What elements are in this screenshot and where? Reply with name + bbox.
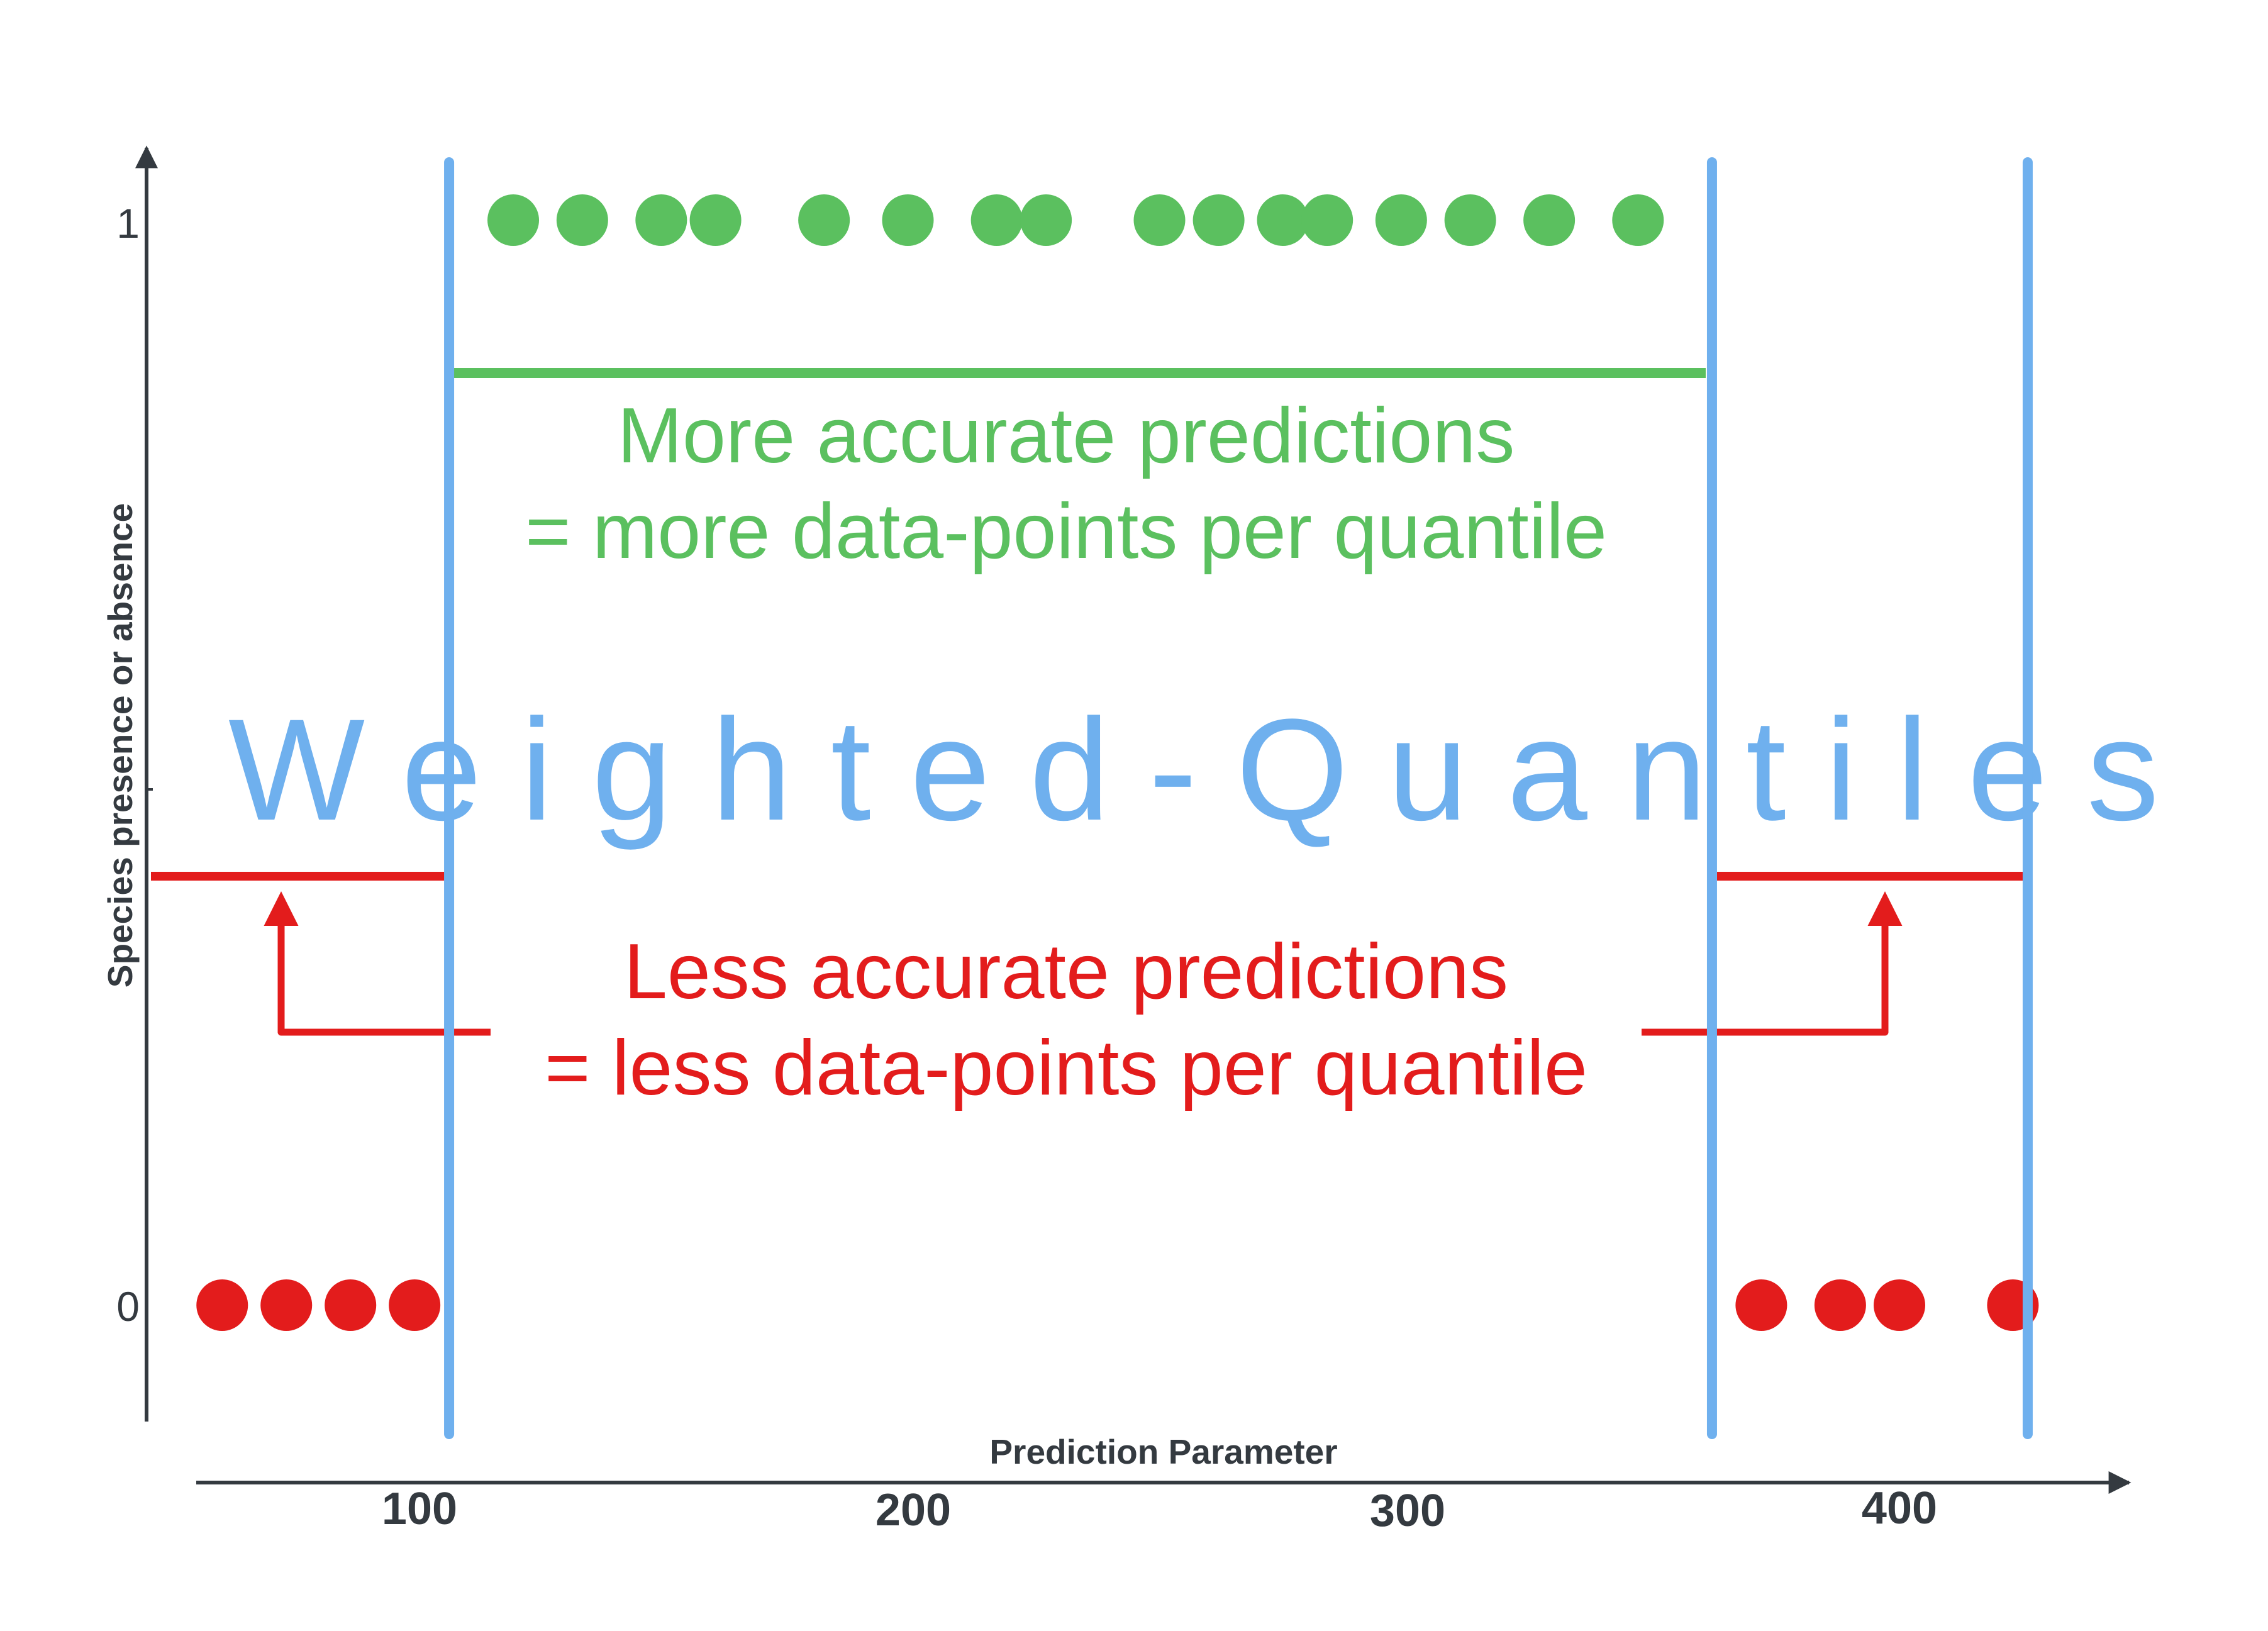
presence-point-5 (882, 194, 934, 246)
y-axis-title: Species presence or absence (101, 503, 140, 988)
absence-point-5 (1814, 1279, 1866, 1331)
presence-point-15 (1612, 194, 1664, 246)
presence-point-11 (1301, 194, 1354, 246)
x-axis-title: Prediction Parameter (989, 1432, 1337, 1471)
right-connector-arrow (1642, 891, 1903, 1036)
presence-point-13 (1444, 194, 1496, 246)
accurate-caption-line1: More accurate predictions (618, 392, 1515, 479)
presence-point-6 (970, 194, 1023, 246)
absence-point-3 (389, 1279, 441, 1331)
presence-point-10 (1257, 194, 1309, 246)
x-tick-label-200: 200 (876, 1485, 951, 1535)
left-connector-arrow (264, 891, 491, 1036)
absence-point-0 (196, 1279, 248, 1331)
y-tick-label-1: 1 (116, 200, 140, 247)
absence-point-6 (1874, 1279, 1925, 1331)
inaccurate-caption-line1: Less accurate predictions (624, 928, 1508, 1015)
presence-point-1 (556, 194, 608, 246)
presence-point-9 (1192, 194, 1245, 246)
absence-point-2 (325, 1279, 377, 1331)
presence-point-0 (487, 194, 540, 246)
presence-point-2 (635, 194, 687, 246)
quantile-boundaries (444, 157, 2033, 1439)
diagram-title: Weighted-Quantiles (228, 689, 2198, 850)
presence-point-4 (798, 194, 850, 246)
presence-point-3 (689, 194, 742, 246)
inaccurate-caption-line2: = less data-points per quantile (545, 1025, 1587, 1111)
x-tick-label-400: 400 (1862, 1483, 1937, 1534)
absence-point-1 (260, 1279, 313, 1331)
presence-point-7 (1020, 194, 1072, 246)
accurate-caption-line2: = more data-points per quantile (525, 488, 1607, 575)
x-tick-label-300: 300 (1370, 1486, 1445, 1536)
absence-point-4 (1735, 1279, 1787, 1331)
presence-point-12 (1375, 194, 1427, 246)
presence-point-14 (1523, 194, 1576, 246)
x-tick-label-100: 100 (382, 1484, 457, 1534)
data-points (196, 194, 2039, 1331)
presence-point-8 (1133, 194, 1186, 246)
y-tick-label-0: 0 (116, 1283, 140, 1330)
